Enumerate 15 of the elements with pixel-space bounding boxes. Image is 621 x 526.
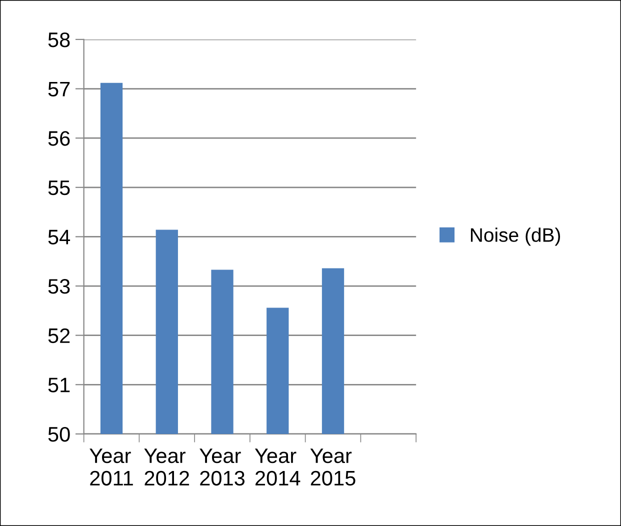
y-tick-label: 55 <box>48 180 70 196</box>
x-tick-label: Year 2013 <box>200 448 245 486</box>
y-tick-label: 51 <box>48 378 70 392</box>
y-tick-label: 56 <box>48 131 70 146</box>
y-tick-label: 50 <box>48 426 70 442</box>
x-tick-label: Year 2012 <box>144 448 190 486</box>
x-tick-label: Year 2015 <box>310 448 356 486</box>
y-tick-label: 52 <box>48 328 70 344</box>
y-tick-label: 58 <box>48 32 70 48</box>
y-tick-label: 54 <box>48 230 70 244</box>
legend-label: Noise (dB) <box>470 228 560 246</box>
y-tick-label: 53 <box>48 279 70 294</box>
y-tick-label: 57 <box>48 82 70 97</box>
x-tick-label: Year 2014 <box>254 448 300 486</box>
x-tick-label: Year 2011 <box>90 448 133 486</box>
